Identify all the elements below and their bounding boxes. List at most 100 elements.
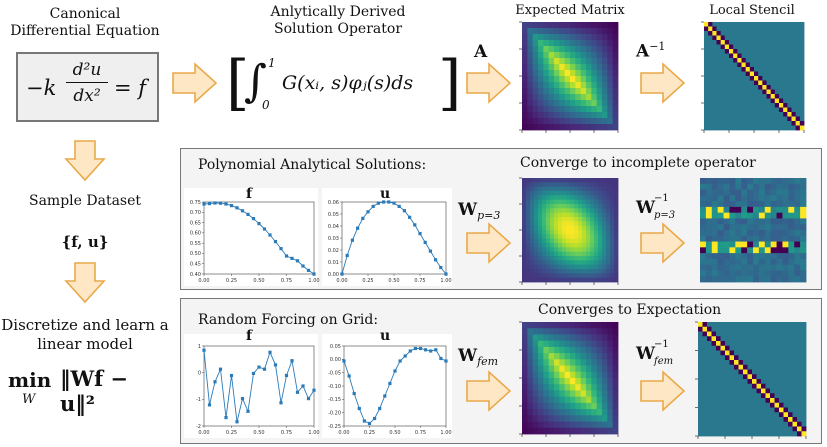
heatmap-cell: [729, 426, 735, 432]
heatmap-cell: [774, 67, 780, 72]
heatmap-cell: [770, 407, 775, 413]
heatmap-cell: [761, 431, 766, 437]
heatmap-cell: [734, 379, 739, 385]
heatmap-cell: [554, 359, 560, 366]
heatmap-cell: [606, 273, 611, 279]
heatmap-cell: [787, 98, 792, 104]
heatmap-cell: [725, 355, 730, 361]
heatmap-cell: [738, 355, 744, 361]
heatmap-cell: [591, 322, 598, 329]
heatmap-cell: [749, 80, 755, 86]
heatmap-cell: [564, 118, 571, 125]
heatmap-cell: [594, 221, 599, 227]
heatmap-cell: [591, 100, 598, 107]
heatmap-cell: [753, 253, 760, 260]
heatmap-cell: [737, 98, 742, 104]
heatmap-cell: [788, 276, 795, 283]
heatmap-cell: [716, 388, 721, 394]
heatmap-cell: [712, 94, 717, 99]
heatmap-cell: [530, 260, 535, 266]
heatmap-cell: [716, 49, 722, 54]
heatmap-cell: [548, 58, 555, 65]
heatmap-cell: [607, 88, 614, 95]
series-line: [343, 348, 447, 425]
heatmap-cell: [586, 234, 591, 240]
heatmap-cell: [610, 269, 615, 274]
x-tick-label: 0.50: [388, 278, 399, 284]
heatmap-cell: [770, 345, 775, 351]
heatmap-cell: [788, 218, 795, 225]
heatmap-cell: [570, 328, 576, 335]
heatmap-cell: [758, 98, 763, 104]
heatmap-cell: [716, 421, 721, 427]
heatmap-cell: [756, 393, 762, 399]
heatmap-cell: [580, 46, 587, 53]
heatmap-cell: [761, 379, 766, 385]
heatmap-cell: [574, 178, 579, 183]
heatmap-cell: [554, 221, 559, 227]
heatmap-cell: [758, 44, 763, 50]
heatmap-cell: [543, 378, 550, 385]
heatmap-cell: [766, 26, 772, 32]
heatmap-cell: [770, 103, 776, 108]
heatmap-cell: [522, 178, 527, 183]
heatmap-cell: [612, 76, 619, 83]
y-tick-label: -0.10: [328, 384, 341, 390]
heatmap-cell: [700, 235, 707, 242]
heatmap-cell: [738, 326, 744, 332]
heatmap-cell: [707, 393, 712, 399]
heatmap-cell: [774, 35, 780, 41]
heatmap-cell: [753, 189, 760, 196]
heatmap-cell: [534, 251, 539, 257]
heatmap-cell: [799, 58, 805, 63]
heatmap-cell: [708, 35, 713, 41]
heatmap-cell: [754, 107, 759, 113]
heatmap-cell: [708, 80, 713, 86]
heatmap-cell: [607, 396, 614, 404]
heatmap-cell: [548, 346, 555, 354]
heatmap-cell: [562, 247, 567, 253]
heatmap-cell: [543, 390, 550, 398]
heatmap-cell: [723, 183, 730, 190]
heatmap-cell: [729, 98, 734, 104]
heatmap-cell: [602, 118, 608, 125]
heatmap-cell: [591, 28, 598, 35]
heatmap-cell: [606, 269, 611, 274]
heatmap-cell: [546, 199, 551, 205]
right-bracket: ]: [438, 48, 462, 118]
heatmap-cell: [799, 94, 805, 99]
heatmap-cell: [700, 206, 707, 214]
heatmap-cell: [720, 112, 726, 117]
heatmap-cell: [766, 49, 772, 54]
heatmap-cell: [591, 359, 598, 366]
heatmap-cell: [738, 393, 744, 399]
heatmap-cell: [564, 106, 571, 113]
heatmap-cell: [614, 186, 619, 192]
heatmap-cell: [729, 89, 734, 95]
heatmap-cell: [774, 112, 780, 117]
heatmap-cell: [791, 26, 797, 32]
heatmap-cell: [770, 40, 776, 45]
heatmap-cell: [546, 182, 551, 188]
heatmap-cell: [753, 276, 760, 283]
heatmap-cell: [783, 341, 789, 347]
heatmap-cell: [590, 277, 595, 283]
heatmap-cell: [758, 247, 766, 254]
heatmap-cell: [752, 388, 757, 394]
heatmap-cell: [770, 355, 775, 361]
heatmap-cell: [538, 112, 544, 119]
heatmap-cell: [747, 183, 754, 190]
data-point: [213, 380, 217, 384]
x-tick-label: 0.00: [336, 278, 347, 284]
heatmap-cell: [787, 85, 792, 90]
heatmap-cell: [707, 407, 712, 413]
heatmap-cell: [712, 44, 717, 50]
y-tick-label: 0: [198, 370, 201, 376]
heatmap-cell: [752, 407, 757, 413]
heatmap-cell: [788, 383, 793, 389]
heatmap-cell: [534, 234, 539, 240]
heatmap-cell: [776, 264, 783, 271]
heatmap-cell: [586, 328, 592, 335]
heatmap-cell: [575, 402, 582, 410]
heatmap-cell: [578, 264, 583, 270]
